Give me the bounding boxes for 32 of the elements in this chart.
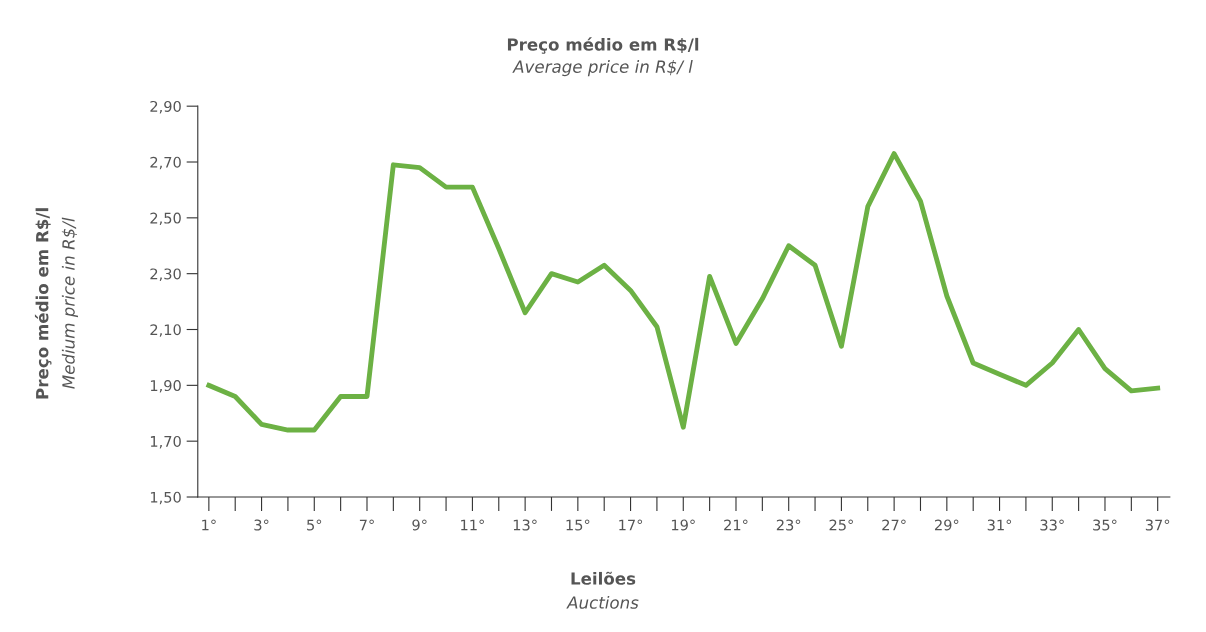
x-axis-title: Leilões Auctions xyxy=(566,571,639,609)
y-tick-label: 1,50 xyxy=(150,491,181,505)
x-tick-label: 17° xyxy=(619,519,643,531)
x-tick-label: 29° xyxy=(934,519,959,531)
x-tick-label: 37° xyxy=(1145,519,1170,531)
x-tick-label: 27° xyxy=(882,519,906,531)
y-tick-label: 2,30 xyxy=(150,268,181,281)
x-tick-label: 25° xyxy=(829,519,853,531)
y-tick-label: 2,50 xyxy=(150,212,181,226)
x-tick-label: 31° xyxy=(987,519,1012,531)
line-series xyxy=(206,151,1161,433)
x-tick-label: 15° xyxy=(566,519,590,531)
x-tick-label: 7° xyxy=(359,519,374,531)
y-tick-label: 2,90 xyxy=(150,100,181,114)
chart-title: Preço médio em R$/l xyxy=(507,37,699,54)
x-tick-label: 5° xyxy=(307,519,322,531)
x-tick-label: 13° xyxy=(513,519,537,531)
y-tick-label: 2,10 xyxy=(150,324,181,337)
chart-subtitle: Average price in R$/ l xyxy=(512,60,693,77)
x-tick-label: 35° xyxy=(1093,519,1117,531)
x-tick-label: 3° xyxy=(254,519,269,531)
x-tick-label: 11° xyxy=(461,519,484,531)
y-tick-label: 2,70 xyxy=(150,156,181,170)
x-tick-label: 19° xyxy=(671,519,695,531)
x-tick-label: 9° xyxy=(412,519,427,531)
x-tick-label: 1° xyxy=(202,519,216,531)
x-tick-label: 21° xyxy=(724,519,748,531)
y-axis-title: Preço médio em R$/l Medium price in R$/l xyxy=(34,208,79,399)
x-tick-label: 33° xyxy=(1040,519,1064,531)
y-tick-label: 1,70 xyxy=(150,435,181,449)
y-tick-label: 1,90 xyxy=(150,380,181,393)
x-tick-label: 23° xyxy=(776,519,801,531)
